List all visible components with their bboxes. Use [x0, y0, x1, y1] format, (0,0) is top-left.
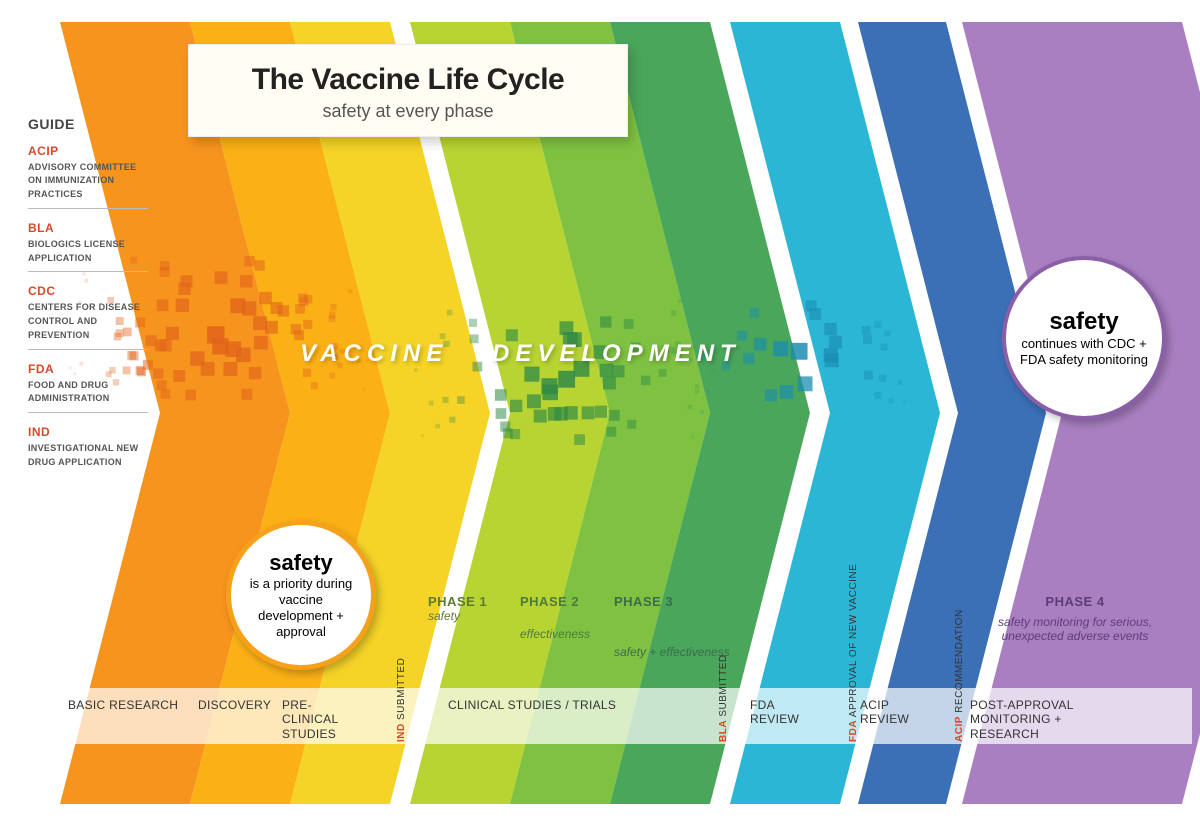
- guide-item-acip: ACIP ADVISORY COMMITTEE ON IMMUNIZATION …: [28, 144, 148, 209]
- guide-item-fda: FDA FOOD AND DRUG ADMINISTRATION: [28, 362, 148, 414]
- milestone-label: ACIP RECOMMENDATION: [954, 609, 965, 742]
- safety-right-body: continues with CDC + FDA safety monitori…: [1016, 336, 1152, 369]
- guide-def: FOOD AND DRUG ADMINISTRATION: [28, 380, 110, 404]
- guide-abbr: CDC: [28, 284, 148, 299]
- vd-word2: DEVELOPMENT: [492, 340, 741, 368]
- phase-3-sub: safety + effectiveness: [614, 645, 730, 659]
- strip-label: BASIC RESEARCH: [68, 698, 178, 712]
- title-main: The Vaccine Life Cycle: [211, 63, 605, 97]
- guide-abbr: IND: [28, 425, 148, 440]
- safety-circle-right: safety continues with CDC + FDA safety m…: [1002, 256, 1166, 420]
- guide-abbr: ACIP: [28, 144, 148, 159]
- phase-1-sub: safety: [428, 609, 487, 623]
- strip-label: ACIP REVIEW: [860, 698, 930, 727]
- guide-abbr: FDA: [28, 362, 148, 377]
- safety-circle-left: safety is a priority during vaccine deve…: [226, 520, 376, 670]
- safety-left-body: is a priority during vaccine development…: [241, 576, 361, 641]
- phase-3: PHASE 3 safety + effectiveness: [614, 594, 730, 659]
- infographic-stage: The Vaccine Life Cycle safety at every p…: [0, 0, 1200, 826]
- phase-3-title: PHASE 3: [614, 594, 730, 609]
- milestone-label: FDA APPROVAL OF NEW VACCINE: [848, 564, 859, 742]
- safety-right-title: safety: [1049, 308, 1118, 336]
- title-card: The Vaccine Life Cycle safety at every p…: [188, 44, 628, 137]
- phase-2: PHASE 2 effectiveness: [520, 594, 590, 641]
- strip-label: CLINICAL STUDIES / TRIALS: [448, 698, 616, 712]
- guide-def: INVESTIGATIONAL NEW DRUG APPLICATION: [28, 443, 138, 467]
- guide-heading: GUIDE: [28, 116, 148, 134]
- phase-1: PHASE 1 safety: [428, 594, 487, 623]
- milestone-label: IND SUBMITTED: [396, 658, 407, 742]
- guide-item-ind: IND INVESTIGATIONAL NEW DRUG APPLICATION: [28, 425, 148, 476]
- phase-1-title: PHASE 1: [428, 594, 487, 609]
- strip-label: FDA REVIEW: [750, 698, 820, 727]
- guide-item-bla: BLA BIOLOGICS LICENSE APPLICATION: [28, 221, 148, 273]
- phase-2-sub: effectiveness: [520, 627, 590, 641]
- guide-item-cdc: CDC CENTERS FOR DISEASE CONTROL AND PREV…: [28, 284, 148, 349]
- phase-2-title: PHASE 2: [520, 594, 590, 609]
- guide-def: BIOLOGICS LICENSE APPLICATION: [28, 239, 125, 263]
- milestone-label: BLA SUBMITTED: [718, 654, 729, 742]
- phase-4-title: PHASE 4: [990, 594, 1160, 609]
- phase-4-sub: safety monitoring for serious, unexpecte…: [990, 615, 1160, 643]
- safety-left-title: safety: [269, 550, 333, 576]
- guide-panel: GUIDE ACIP ADVISORY COMMITTEE ON IMMUNIZ…: [28, 116, 148, 488]
- guide-def: CENTERS FOR DISEASE CONTROL AND PREVENTI…: [28, 302, 140, 340]
- title-sub: safety at every phase: [211, 101, 605, 122]
- guide-def: ADVISORY COMMITTEE ON IMMUNIZATION PRACT…: [28, 162, 136, 200]
- strip-label: PRE-CLINICAL STUDIES: [282, 698, 362, 741]
- strip-label: DISCOVERY: [198, 698, 271, 712]
- guide-abbr: BLA: [28, 221, 148, 236]
- strip-label: POST-APPROVAL MONITORING + RESEARCH: [970, 698, 1120, 741]
- vd-word1: VACCINE: [300, 340, 448, 368]
- phase-4: PHASE 4 safety monitoring for serious, u…: [990, 594, 1160, 643]
